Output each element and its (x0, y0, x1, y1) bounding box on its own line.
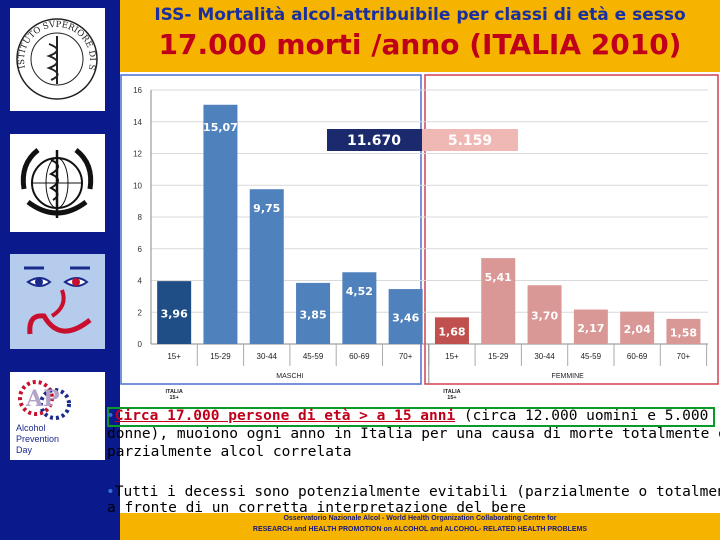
slide-subtitle: 17.000 morti /anno (ITALIA 2010) (158, 28, 682, 61)
para2-line-1: Tutti i decessi sono potenzialmente evit… (114, 484, 720, 500)
x-tick-label: 30-44 (534, 352, 555, 361)
footer: Osservatorio Nazionale Alcol - World Hea… (120, 513, 720, 540)
footer-line-1: Osservatorio Nazionale Alcol - World Hea… (283, 515, 557, 522)
female-group-frame (424, 74, 719, 385)
x-tick-label: 60-69 (349, 352, 370, 361)
x-tick-label: 30-44 (257, 352, 278, 361)
paragraph-2: •Tutti i decessi sono potenzialmente evi… (106, 483, 720, 501)
x-tick-label: 45-59 (581, 352, 602, 361)
y-tick-label: 12 (133, 150, 142, 159)
iss-seal-text: ISTITUTO SVPERIORE DI SANITÀ (6, 0, 97, 71)
bar (296, 282, 331, 344)
x-tick-label: 70+ (399, 352, 413, 361)
sublabel-line-2: 15+ (169, 395, 178, 401)
x-tick-label: 60-69 (627, 352, 648, 361)
svg-text:AP: AP (25, 386, 60, 412)
x-tick-label: 45-59 (303, 352, 324, 361)
bar (203, 104, 238, 344)
bar-value-label: 3,70 (531, 310, 558, 323)
x-tick-label: 15-29 (210, 352, 231, 361)
bar-value-label: 3,46 (392, 312, 419, 325)
para1-line-2: donne), muoiono ogni anno in Italia per … (107, 426, 720, 442)
bar-value-label: 2,17 (577, 322, 604, 335)
bar (527, 285, 562, 344)
bar-chart: 0 2 4 6 8 10 12 14 16 3,96 15+ 15,07 15-29 9,75 30-44 3… (120, 74, 719, 401)
y-tick-label: 14 (133, 118, 142, 127)
male-total: 11.670 (347, 133, 401, 149)
x-tick-label: 15+ (167, 352, 181, 361)
who-logo (10, 134, 105, 232)
bar (666, 318, 701, 344)
bar (481, 258, 516, 344)
bar-value-label: 1,68 (438, 326, 465, 339)
apd-line-3: Day (16, 445, 33, 455)
y-tick-label: 4 (138, 277, 143, 286)
bar (157, 281, 192, 344)
y-tick-label: 6 (138, 245, 143, 254)
sidebar: ISTITUTO SVPERIORE DI SANITÀ AP (0, 0, 120, 540)
y-tick-label: 10 (133, 181, 142, 190)
bar-value-label: 1,58 (670, 326, 697, 339)
para1-highlight: Circa 17.000 persone di età > a 15 anni (114, 408, 456, 424)
y-tick-label: 8 (138, 213, 143, 222)
face-logo (10, 254, 105, 349)
bar (573, 309, 608, 344)
group-label: MASCHI (276, 373, 303, 380)
male-group-frame (120, 74, 422, 385)
para1-line-1: (circa 12.000 uomini e 5.000 (455, 408, 709, 424)
footer-line-2: RESEARCH and HEALTH PROMOTION on ALCOHOL… (252, 526, 588, 533)
bar (342, 272, 377, 344)
svg-text:ISTITUTO SVPERIORE DI SANITÀ: ISTITUTO SVPERIORE DI SANITÀ (10, 8, 97, 71)
bar-value-label: 3,96 (161, 308, 188, 321)
iss-logo: ISTITUTO SVPERIORE DI SANITÀ (6, 0, 105, 111)
y-tick-label: 0 (138, 340, 143, 349)
alcohol-prevention-day-logo: AP Alcohol Prevention Day (10, 372, 105, 460)
bar-value-label: 9,75 (253, 202, 280, 215)
bar-value-label: 5,41 (485, 271, 512, 284)
paragraph-1: •Circa 17.000 persone di età > a 15 anni… (106, 408, 709, 424)
x-tick-label: 15+ (445, 352, 459, 361)
bar-value-label: 3,85 (299, 308, 326, 321)
bar (388, 289, 423, 344)
sublabel-line-1: ITALIA (165, 389, 182, 395)
bar (249, 189, 284, 344)
x-tick-label: 70+ (677, 352, 691, 361)
female-total-box (422, 129, 518, 151)
bar (434, 317, 469, 344)
para1-line-3: parzialmente alcol correlata (107, 444, 352, 460)
x-tick-label: 15-29 (488, 352, 509, 361)
apd-line-2: Prevention (16, 434, 59, 444)
apd-line-1: Alcohol (16, 423, 46, 433)
bar-value-label: 4,52 (346, 285, 373, 298)
bar (620, 311, 655, 344)
slide-title: ISS- Mortalità alcol-attribuibile per cl… (154, 5, 686, 25)
header: ISS- Mortalità alcol-attribuibile per cl… (120, 0, 720, 72)
y-tick-label: 16 (133, 86, 142, 95)
sublabel-line-2: 15+ (447, 395, 456, 401)
male-total-box (327, 129, 422, 151)
sublabel-line-1: ITALIA (443, 389, 460, 395)
para2-line-2: a fronte di un corretta interpretazione … (107, 500, 527, 516)
highlight-box (107, 407, 715, 427)
bar-value-label: 15,07 (203, 121, 238, 134)
female-total: 5.159 (448, 133, 492, 149)
group-label: FEMMINE (552, 373, 585, 380)
bar-value-label: 2,04 (624, 323, 651, 336)
y-tick-label: 2 (138, 308, 143, 317)
